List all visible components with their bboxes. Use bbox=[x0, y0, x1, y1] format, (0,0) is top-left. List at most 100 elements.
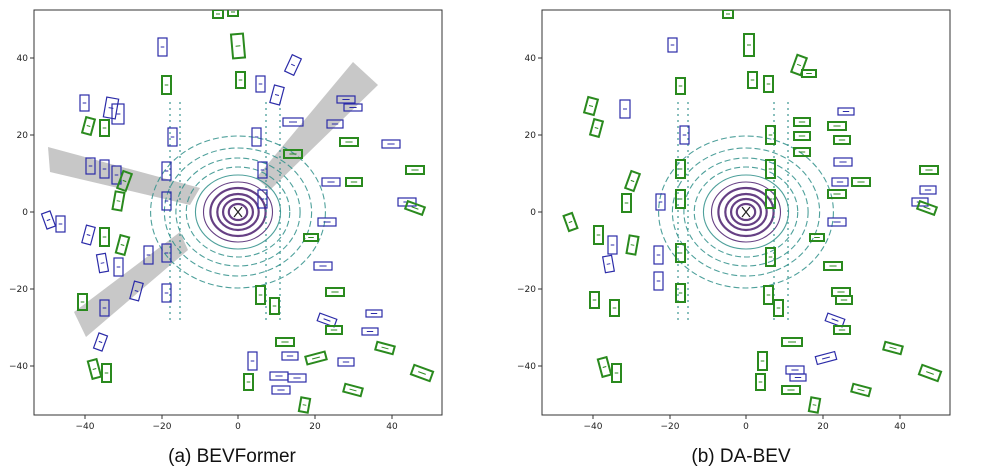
box-heading-line bbox=[602, 366, 607, 368]
lidar-ring bbox=[163, 147, 313, 277]
ground-truth-box bbox=[596, 355, 613, 379]
predicted-box bbox=[667, 37, 678, 53]
predicted-box bbox=[255, 75, 266, 93]
ground-truth-box bbox=[255, 285, 266, 305]
ground-truth-box bbox=[115, 169, 134, 193]
ground-truth-box bbox=[99, 119, 110, 137]
ground-truth-box bbox=[722, 10, 734, 19]
ground-truth-box bbox=[297, 396, 312, 414]
ground-truth-box bbox=[747, 71, 758, 89]
predicted-box bbox=[79, 94, 90, 112]
detection-boxes bbox=[40, 10, 435, 414]
predicted-box bbox=[837, 107, 855, 116]
predicted-box bbox=[269, 84, 285, 106]
predicted-box bbox=[257, 161, 268, 179]
panel-b-caption: (b) DA-BEV bbox=[691, 446, 791, 467]
y-tick-label: −40 bbox=[517, 362, 536, 372]
box-heading-line bbox=[98, 340, 103, 344]
box-heading-line bbox=[323, 318, 331, 322]
ground-truth-box bbox=[773, 299, 784, 317]
detection-boxes bbox=[562, 10, 943, 414]
ground-truth-box bbox=[582, 95, 600, 117]
x-tick-label: 20 bbox=[817, 422, 829, 432]
ground-truth-box bbox=[77, 293, 88, 311]
y-tick-label: 40 bbox=[17, 54, 29, 64]
predicted-box bbox=[601, 254, 616, 274]
lidar-ring bbox=[671, 147, 821, 277]
predicted-box bbox=[111, 103, 125, 125]
ground-truth-box bbox=[304, 350, 328, 366]
predicted-box bbox=[316, 312, 338, 328]
lidar-ring bbox=[150, 135, 326, 289]
predicted-box bbox=[679, 125, 690, 145]
box-heading-line bbox=[86, 125, 91, 127]
ground-truth-box bbox=[283, 149, 303, 159]
predicted-box bbox=[282, 117, 304, 127]
predicted-box bbox=[85, 157, 96, 175]
predicted-box bbox=[789, 373, 807, 382]
y-axis: 40 20 0 −20 −40 bbox=[9, 54, 34, 372]
lidar-ring bbox=[185, 166, 291, 258]
ground-truth-box bbox=[212, 10, 224, 19]
box-heading-line bbox=[857, 388, 865, 392]
predicted-box bbox=[911, 197, 929, 207]
predicted-box bbox=[40, 210, 57, 230]
y-tick-label: 20 bbox=[525, 131, 537, 141]
predicted-box bbox=[337, 357, 355, 367]
ground-truth-box bbox=[807, 396, 822, 414]
predicted-box bbox=[361, 327, 379, 336]
ground-truth-box bbox=[99, 227, 110, 247]
ground-truth-box bbox=[793, 147, 811, 157]
lidar-ring bbox=[658, 135, 834, 289]
ground-truth-box bbox=[588, 117, 605, 139]
box-heading-line bbox=[606, 263, 611, 265]
box-heading-line bbox=[594, 127, 599, 129]
ground-truth-box bbox=[850, 382, 872, 398]
ground-truth-box bbox=[675, 189, 686, 209]
lidar-scan bbox=[658, 102, 834, 322]
ground-truth-box bbox=[623, 169, 642, 193]
ground-truth-box bbox=[325, 325, 343, 335]
ground-truth-box bbox=[235, 71, 246, 89]
ground-truth-box bbox=[851, 177, 871, 187]
y-tick-label: 20 bbox=[17, 131, 29, 141]
ground-truth-box bbox=[915, 199, 939, 217]
ground-truth-box bbox=[227, 10, 239, 17]
ego-vehicle-marker bbox=[741, 206, 751, 218]
box-heading-line bbox=[630, 244, 635, 246]
ground-truth-box bbox=[114, 233, 131, 257]
lidar-ring bbox=[175, 157, 301, 267]
predicted-box bbox=[157, 37, 168, 57]
predicted-box bbox=[653, 245, 664, 265]
x-tick-label: 40 bbox=[386, 422, 398, 432]
y-axis: 40 20 0 −20 −40 bbox=[517, 54, 542, 372]
box-heading-line bbox=[46, 218, 51, 222]
y-tick-label: −40 bbox=[9, 362, 28, 372]
x-axis: −40 −20 0 20 40 bbox=[76, 415, 398, 432]
predicted-box bbox=[326, 119, 344, 129]
ground-truth-box bbox=[403, 199, 427, 217]
x-tick-label: −40 bbox=[76, 422, 95, 432]
x-tick-label: −20 bbox=[153, 422, 172, 432]
predicted-box bbox=[257, 189, 268, 209]
ground-truth-box bbox=[562, 211, 579, 233]
lidar-ring bbox=[729, 197, 763, 227]
ground-truth-box bbox=[342, 382, 364, 398]
box-heading-line bbox=[796, 63, 802, 67]
lidar-ring bbox=[724, 192, 768, 232]
predicted-box bbox=[653, 271, 664, 291]
ground-truth-box bbox=[621, 193, 632, 213]
lidar-ring bbox=[227, 202, 249, 222]
y-tick-label: −20 bbox=[517, 285, 536, 295]
predicted-box bbox=[99, 159, 110, 179]
box-heading-line bbox=[312, 356, 320, 360]
box-heading-line bbox=[588, 104, 594, 108]
y-tick-label: −20 bbox=[9, 285, 28, 295]
ground-truth-box bbox=[763, 75, 774, 93]
x-tick-label: 0 bbox=[235, 422, 241, 432]
predicted-box bbox=[381, 139, 401, 149]
ground-truth-box bbox=[625, 234, 640, 256]
box-heading-line bbox=[568, 220, 573, 224]
box-heading-line bbox=[831, 318, 839, 322]
